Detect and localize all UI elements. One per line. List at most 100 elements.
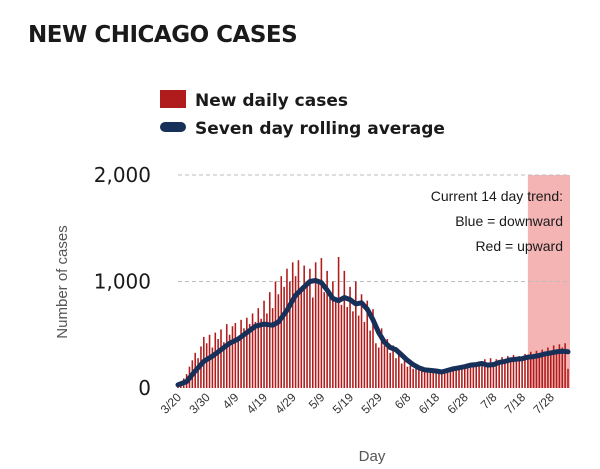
bar-day-85 [420,368,423,388]
bar-day-12 [211,347,214,388]
bar-day-104 [475,365,478,388]
bar-day-70 [377,347,380,388]
bar-day-23 [243,328,245,388]
bar-day-71 [380,328,383,388]
bar-day-63 [357,315,360,388]
x-tick-label-12: 7/18 [502,390,529,417]
bar-day-81 [409,365,412,388]
bar-day-125 [535,350,538,388]
bar-day-92 [441,373,443,388]
bar-day-26 [251,313,254,388]
bar-day-34 [274,281,277,388]
bar-day-47 [311,297,314,388]
bar-day-33 [271,308,274,388]
bar-day-62 [355,281,357,388]
bar-day-22 [240,319,242,388]
bar-day-112 [498,361,500,388]
bar-day-39 [289,281,291,388]
bar-day-96 [452,370,455,388]
bar-day-109 [489,358,492,388]
bar-day-87 [426,369,429,388]
bar-day-77 [398,353,400,388]
x-tick-label-6: 5/19 [330,390,357,417]
annotation-line-3: Red = upward [475,238,563,254]
bar-day-107 [484,359,486,388]
legend: New daily cases Seven day rolling averag… [160,90,445,139]
x-axis-label: Day [359,448,386,465]
bar-day-89 [432,369,435,388]
bar-day-114 [504,360,506,388]
bar-day-29 [260,318,262,388]
bar-day-20 [234,323,237,388]
bar-day-99 [461,366,463,388]
bar-day-56 [337,257,340,388]
bar-day-133 [558,344,561,388]
bar-day-76 [395,358,397,388]
bar-day-126 [538,352,541,388]
bar-day-100 [463,367,466,388]
bar-day-54 [332,281,334,388]
bar-day-36 [280,276,283,388]
bar-day-15 [220,329,222,388]
x-tick-label-8: 6/8 [392,390,414,412]
bar-day-86 [423,370,426,388]
bar-day-127 [541,349,543,388]
bar-day-130 [550,350,552,388]
x-tick-label-11: 7/8 [478,390,500,412]
bar-day-21 [237,336,240,388]
bar-day-121 [524,353,526,388]
bar-day-118 [515,360,518,388]
bar-day-60 [349,286,351,388]
annotation-line-1: Current 14 day trend: [431,188,563,204]
bar-day-128 [544,351,546,388]
bar-day-132 [555,349,558,388]
x-tick-label-7: 5/29 [358,390,385,417]
bar-day-88 [429,370,432,388]
bar-day-108 [486,364,489,388]
bar-day-27 [254,321,257,388]
bar-day-124 [532,354,535,388]
baseline-group [178,174,570,282]
chart-title: NEW CHICAGO CASES [28,22,298,48]
bar-day-11 [208,334,211,388]
bar-day-68 [372,309,374,388]
y-tick-label-0: 0 [138,376,151,400]
bar-day-67 [369,330,371,388]
bar-day-73 [386,339,389,388]
bar-day-90 [435,372,437,388]
legend-label-line: Seven day rolling average [195,119,445,139]
bars-group [177,257,569,388]
bar-day-75 [392,345,394,388]
bar-day-95 [449,369,452,388]
bar-day-123 [529,351,532,388]
rolling-average-line [175,277,571,388]
bar-day-105 [478,361,480,388]
bar-day-24 [246,317,248,388]
bar-day-48 [314,262,317,388]
bar-day-131 [552,345,555,388]
legend-swatch-bars [160,90,186,108]
bar-day-55 [334,300,337,388]
bar-day-83 [415,366,417,388]
x-tick-label-3: 4/19 [244,390,271,417]
rolling-average-group [175,277,571,388]
bar-day-45 [306,281,308,388]
bar-day-43 [300,292,303,388]
bar-day-65 [363,321,366,388]
y-ticks-group: 0 1,000 2,000 [94,163,151,400]
bar-day-53 [329,296,331,388]
y-axis-label: Number of cases [54,225,71,338]
bar-day-37 [283,286,285,388]
bar-day-106 [481,363,483,388]
annotation-line-2: Blue = downward [455,213,563,229]
bar-day-25 [248,324,251,388]
bar-day-13 [214,332,217,388]
bar-day-82 [412,368,414,388]
x-tick-label-5: 5/9 [306,390,328,412]
legend-swatch-line [160,122,186,132]
bar-day-40 [291,262,294,388]
bar-day-10 [205,343,208,388]
bar-day-61 [352,311,354,388]
bar-day-16 [223,342,225,388]
bar-day-120 [521,358,523,388]
